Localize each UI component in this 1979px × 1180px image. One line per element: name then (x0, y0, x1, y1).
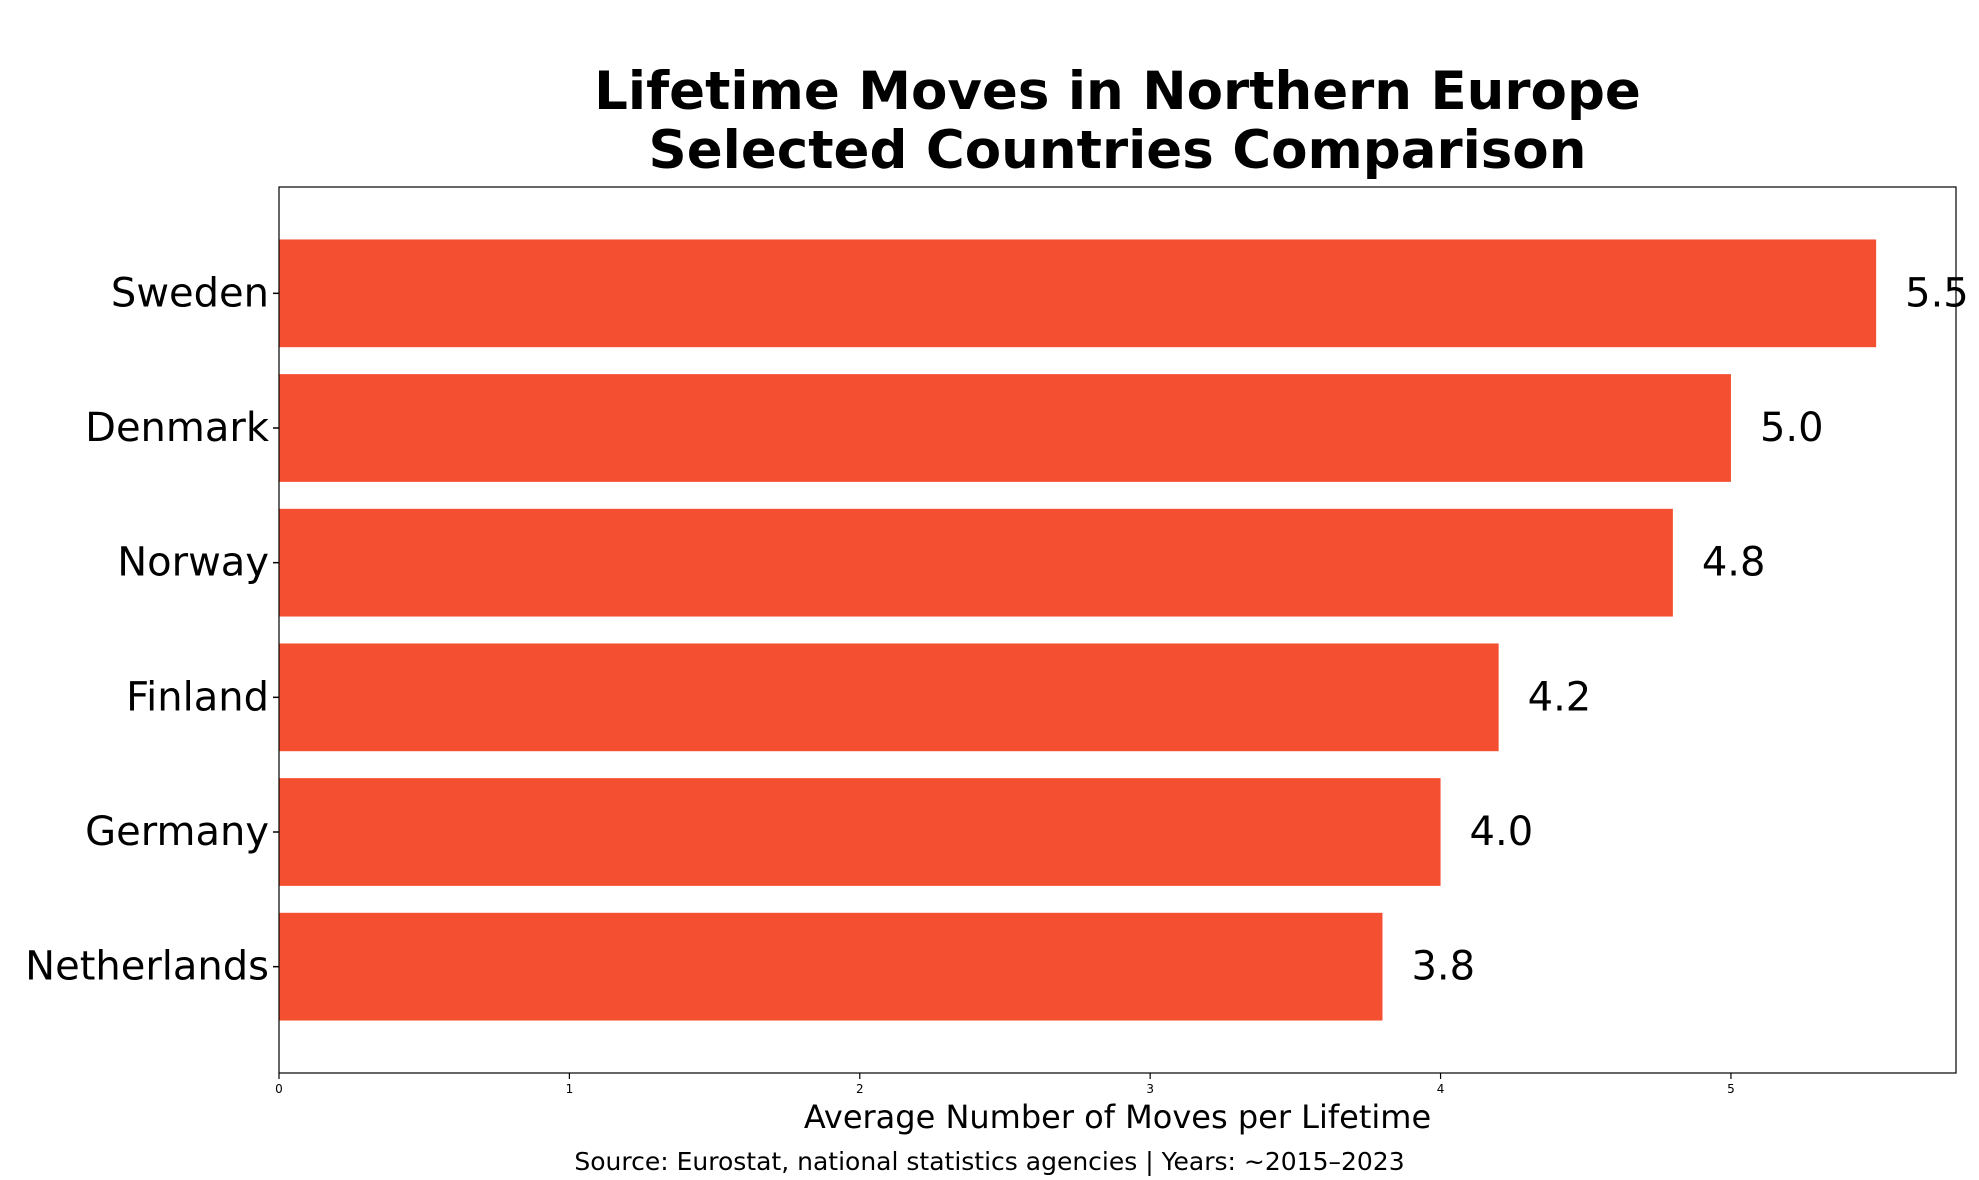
data-label: 4.8 (1702, 540, 1766, 586)
x-axis-label: Average Number of Moves per Lifetime (803, 1098, 1432, 1136)
chart-title: Lifetime Moves in Northern Europe Select… (279, 62, 1956, 180)
chart-title-line-2: Selected Countries Comparison (648, 120, 1587, 181)
data-label: 3.8 (1411, 944, 1475, 990)
plot-frame (278, 186, 1957, 1074)
y-tick-label: Norway (117, 540, 269, 586)
x-tick-label: 3 (1146, 1082, 1154, 1096)
bar-sweden (279, 239, 1877, 348)
x-tick-label: 1 (566, 1082, 574, 1096)
bar-germany (279, 778, 1441, 886)
bar-norway (279, 508, 1673, 617)
y-tick-label: Sweden (111, 270, 269, 316)
x-tick-label: 5 (1727, 1082, 1735, 1096)
chart-title-line-1: Lifetime Moves in Northern Europe (594, 61, 1641, 122)
bar-denmark (279, 374, 1731, 482)
bar-finland (279, 643, 1499, 752)
y-tick-label: Denmark (85, 405, 270, 451)
y-tick-label: Germany (85, 809, 269, 855)
data-label: 4.2 (1528, 674, 1592, 720)
x-tick-label: 4 (1437, 1082, 1445, 1096)
x-tick-label: 0 (275, 1082, 283, 1096)
data-label: 5.0 (1760, 405, 1824, 451)
bar-netherlands (279, 912, 1383, 1021)
y-tick-label: Finland (126, 674, 269, 720)
data-label: 4.0 (1470, 809, 1534, 855)
x-tick-label: 2 (856, 1082, 864, 1096)
data-label: 5.5 (1905, 270, 1969, 316)
source-note: Source: Eurostat, national statistics ag… (574, 1147, 1405, 1176)
y-tick-label: Netherlands (25, 944, 269, 990)
